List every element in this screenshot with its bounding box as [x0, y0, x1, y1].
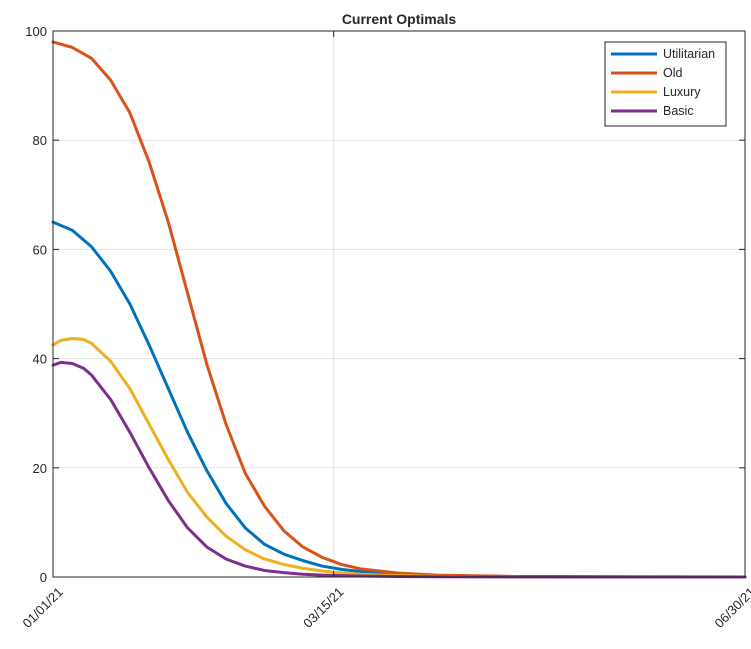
x-tick-label: 06/30/21 — [712, 584, 751, 630]
series-line-old — [51, 40, 747, 579]
y-tick-label: 60 — [33, 242, 47, 257]
legend-label: Luxury — [663, 85, 701, 99]
y-tick-label: 80 — [33, 133, 47, 148]
legend: Utilitarian Old Luxury Basic — [604, 41, 727, 127]
y-tick-label: 0 — [40, 570, 47, 585]
y-tick-label: 40 — [33, 352, 47, 367]
x-tick-label: 03/15/21 — [300, 584, 346, 630]
legend-label: Utilitarian — [663, 47, 715, 61]
series-lines — [51, 40, 747, 579]
legend-label: Old — [663, 66, 683, 80]
chart-title: Current Optimals — [342, 11, 457, 27]
plot-frame — [52, 30, 746, 578]
y-tick-label: 20 — [33, 461, 47, 476]
y-tick-label: 100 — [25, 24, 47, 39]
x-tick-label: 01/01/21 — [20, 584, 66, 630]
legend-label: Basic — [663, 104, 694, 118]
series-line-basic — [51, 360, 747, 579]
